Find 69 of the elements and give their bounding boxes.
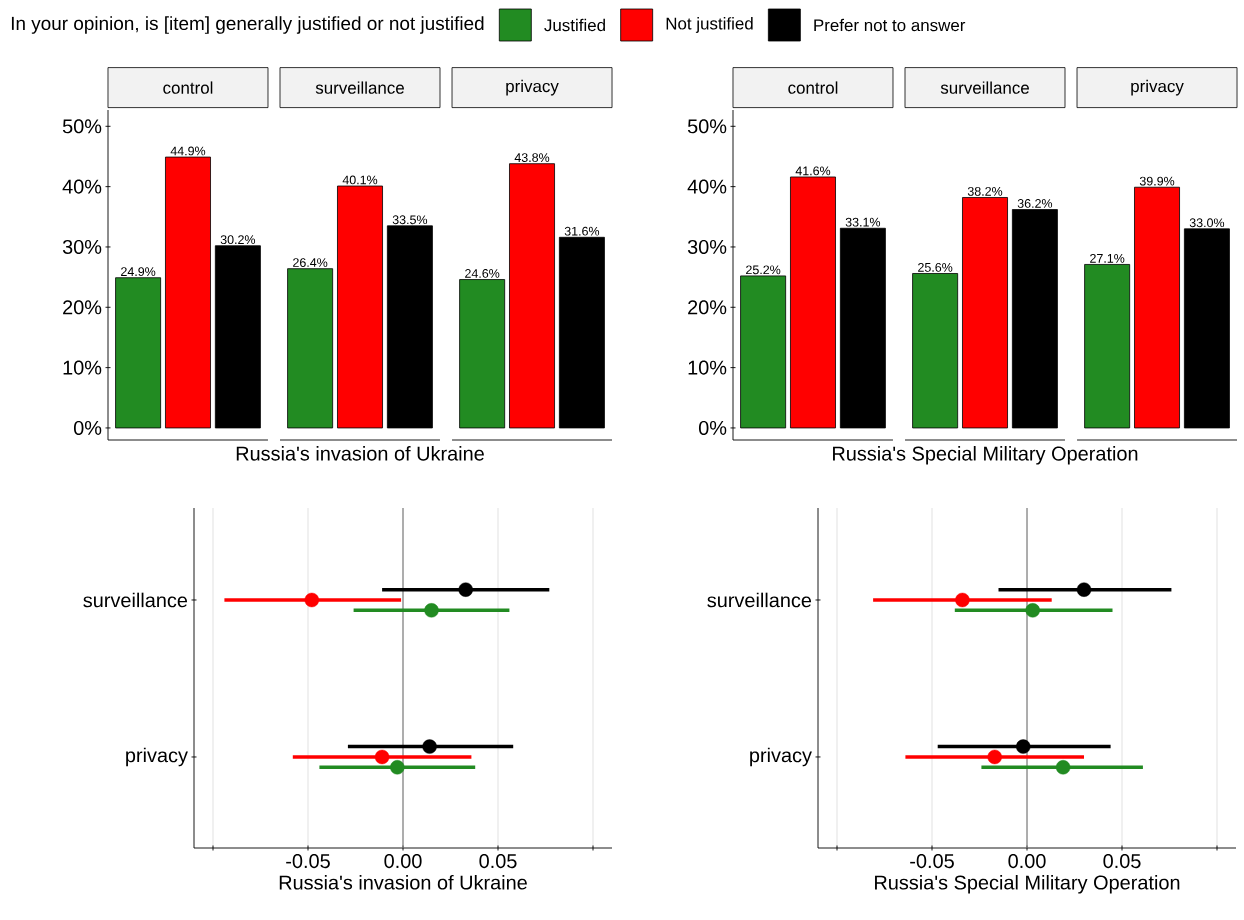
- bar: [509, 163, 555, 429]
- bar: [165, 156, 211, 429]
- data-label: 25.2%: [746, 265, 781, 275]
- y-tick-label: 40%: [687, 179, 727, 194]
- y-tick-label: 40%: [62, 179, 102, 194]
- y-tick-label: 50%: [62, 119, 102, 134]
- data-label: 24.6%: [465, 269, 500, 278]
- x-tick-label: -0.05: [286, 854, 330, 869]
- legend-title: In your opinion, is [item] generally justified or not justified: [11, 16, 484, 34]
- bar: [740, 275, 787, 429]
- y-tick-label: 30%: [62, 239, 102, 254]
- x-axis-title: Russia's invasion of Ukraine: [236, 446, 484, 461]
- x-tick-label: privacy: [1131, 79, 1184, 96]
- legend-label: Not justified: [666, 17, 753, 33]
- data-label: 27.1%: [1090, 253, 1125, 263]
- bar: [214, 245, 261, 429]
- y-tick-label: 0%: [73, 420, 102, 435]
- data-label: 33.0%: [1189, 218, 1225, 228]
- legend-label: Prefer not to answer: [814, 18, 966, 32]
- bar: [386, 225, 433, 429]
- data-label: 44.9%: [170, 146, 206, 156]
- bar: [790, 176, 836, 429]
- y-tick-label: 20%: [63, 300, 102, 315]
- data-label: 43.8%: [514, 153, 550, 162]
- x-axis-title: Russia's Special Military Operation: [875, 874, 1180, 894]
- data-label: 33.5%: [392, 215, 428, 225]
- data-label: 31.6%: [564, 226, 600, 236]
- bar: [1084, 264, 1131, 429]
- y-tick-label: 50%: [687, 119, 727, 134]
- bar: [962, 197, 1008, 429]
- y-tick-label: surveillance: [707, 592, 812, 608]
- data-label: 25.6%: [918, 262, 953, 272]
- x-tick-label: control: [163, 81, 213, 94]
- bar: [459, 279, 506, 429]
- data-label: 38.2%: [967, 186, 1003, 196]
- bar: [1134, 186, 1180, 429]
- x-tick-label: -0.05: [910, 854, 954, 869]
- data-label: 39.9%: [1139, 176, 1175, 186]
- x-tick-label: 0.00: [384, 854, 422, 869]
- x-tick-label: control: [788, 81, 838, 94]
- data-label: 24.9%: [121, 267, 156, 277]
- legend-label: Justified: [544, 18, 605, 32]
- data-label: 26.4%: [293, 258, 328, 267]
- data-label: 33.1%: [845, 217, 881, 227]
- bar: [115, 277, 162, 429]
- x-axis-title: Russia's Special Military Operation: [833, 446, 1138, 465]
- bar: [287, 268, 334, 429]
- x-tick-label: privacy: [506, 79, 559, 96]
- data-label: 30.2%: [220, 235, 256, 245]
- bar: [1011, 209, 1058, 429]
- y-tick-label: 0%: [698, 420, 727, 435]
- bar: [1183, 228, 1230, 429]
- x-tick-label: surveillance: [315, 81, 404, 94]
- y-tick-label: 30%: [687, 239, 727, 254]
- x-tick-label: surveillance: [940, 81, 1029, 94]
- bar: [337, 185, 383, 429]
- data-label: 36.2%: [1017, 199, 1053, 208]
- y-tick-label: 10%: [688, 360, 727, 375]
- x-tick-label: 0.00: [1008, 854, 1046, 869]
- x-tick-label: 0.05: [479, 854, 517, 869]
- bar: [839, 227, 886, 429]
- data-label: 40.1%: [342, 175, 378, 185]
- y-tick-label: 20%: [688, 300, 727, 315]
- bar: [558, 236, 605, 429]
- data-label: 41.6%: [795, 166, 831, 176]
- bar: [912, 273, 959, 429]
- x-axis-title: Russia's invasion of Ukraine: [279, 874, 527, 890]
- y-tick-label: 10%: [63, 360, 102, 375]
- x-tick-label: 0.05: [1103, 854, 1141, 869]
